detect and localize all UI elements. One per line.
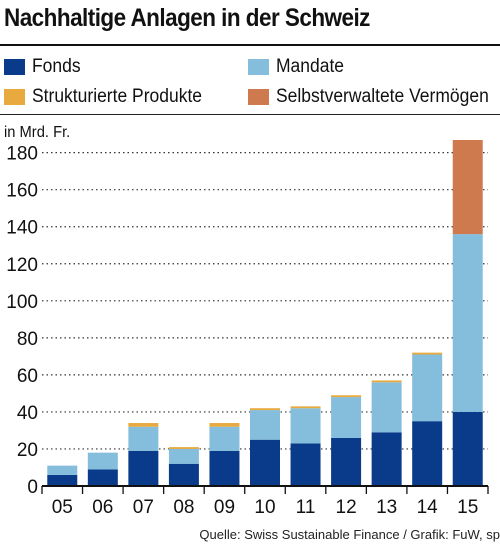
bar-11-fonds: [290, 443, 321, 486]
bar-13-mandate: [371, 382, 402, 433]
bar-07-strukturierte-produkte: [128, 423, 159, 427]
y-tick-label-180: 180: [6, 144, 38, 165]
x-tick-label-13: 13: [376, 497, 397, 518]
legend-swatch-strukturierte-produkte: [4, 89, 25, 105]
legend-swatch-mandate: [248, 59, 269, 75]
bar-15-selbstverwaltete-verm-gen: [452, 140, 483, 235]
legend-label-mandate: Mandate: [276, 56, 345, 77]
y-axis-unit-label: in Mrd. Fr.: [4, 124, 71, 141]
y-tick-label-40: 40: [17, 403, 38, 424]
bar-05-mandate: [47, 465, 78, 475]
legend-item-strukturierte-produkte: Strukturierte Produkte: [4, 86, 217, 108]
legend-item-mandate: Mandate: [248, 56, 350, 78]
bar-15-fonds: [452, 411, 483, 486]
chart-title: Nachhaltige Anlagen in der Schweiz: [4, 4, 370, 32]
x-tick-label-08: 08: [173, 497, 194, 518]
bar-05-fonds: [47, 474, 78, 486]
y-tick-label-20: 20: [17, 440, 38, 461]
bar-12-strukturierte-produkte: [331, 395, 362, 398]
bar-08-mandate: [168, 448, 199, 464]
legend-swatch-fonds: [4, 59, 25, 75]
bar-06-fonds: [87, 469, 118, 486]
legend-swatch-selbstverwaltete-vermoegen: [248, 89, 269, 105]
bar-12-fonds: [331, 437, 362, 486]
bar-07-mandate: [128, 426, 159, 451]
legend-label-strukturierte-produkte: Strukturierte Produkte: [32, 86, 203, 107]
bar-12-mandate: [331, 397, 362, 438]
bar-13-fonds: [371, 432, 402, 486]
bar-10-strukturierte-produkte: [250, 408, 280, 411]
y-tick-label-160: 160: [6, 181, 38, 202]
x-tick-label-07: 07: [133, 497, 154, 518]
bar-08-fonds: [168, 463, 199, 486]
bar-09-fonds: [209, 450, 240, 486]
bar-15-mandate: [452, 234, 483, 412]
bar-07-fonds: [128, 450, 159, 486]
legend-item-selbstverwaltete-vermoegen: Selbstverwaltete Vermögen: [248, 86, 500, 108]
x-tick-label-14: 14: [417, 497, 439, 518]
bar-11-strukturierte-produkte: [290, 406, 321, 409]
x-tick-label-15: 15: [457, 497, 478, 518]
legend-rule: [0, 114, 500, 115]
bar-chart: 0 20 40 60 80 100 120 140 160 180 05 06 07 08 09 10 11 12…: [6, 140, 489, 518]
bar-14-strukturierte-produkte: [412, 352, 443, 355]
bar-13-strukturierte-produkte: [371, 380, 402, 383]
y-tick-label-0: 0: [27, 477, 38, 498]
x-tick-label-10: 10: [254, 497, 275, 518]
bar-14-mandate: [412, 354, 443, 422]
bar-09-strukturierte-produkte: [209, 423, 240, 427]
y-tick-label-80: 80: [17, 329, 38, 350]
y-tick-label-100: 100: [6, 292, 38, 313]
x-tick-label-06: 06: [92, 497, 113, 518]
bar-06-mandate: [87, 452, 118, 470]
x-tick-label-09: 09: [214, 497, 235, 518]
title-rule: [0, 44, 500, 46]
legend-label-fonds: Fonds: [32, 56, 81, 77]
bar-10-fonds: [250, 439, 280, 486]
bar-08-strukturierte-produkte: [168, 447, 199, 449]
bar-14-fonds: [412, 421, 443, 486]
legend-label-selbstverwaltete-vermoegen: Selbstverwaltete Vermögen: [276, 86, 489, 107]
x-tick-label-05: 05: [52, 497, 73, 518]
source-note: Quelle: Swiss Sustainable Finance / Graf…: [199, 527, 500, 542]
y-tick-label-140: 140: [6, 218, 38, 239]
legend-item-fonds: Fonds: [4, 56, 85, 78]
x-tick-label-12: 12: [336, 497, 357, 518]
bar-09-mandate: [209, 426, 240, 451]
x-tick-label-11: 11: [296, 497, 316, 518]
bar-10-mandate: [250, 410, 280, 440]
y-tick-label-120: 120: [6, 255, 38, 276]
bar-11-mandate: [290, 408, 321, 444]
y-tick-label-60: 60: [17, 366, 38, 387]
